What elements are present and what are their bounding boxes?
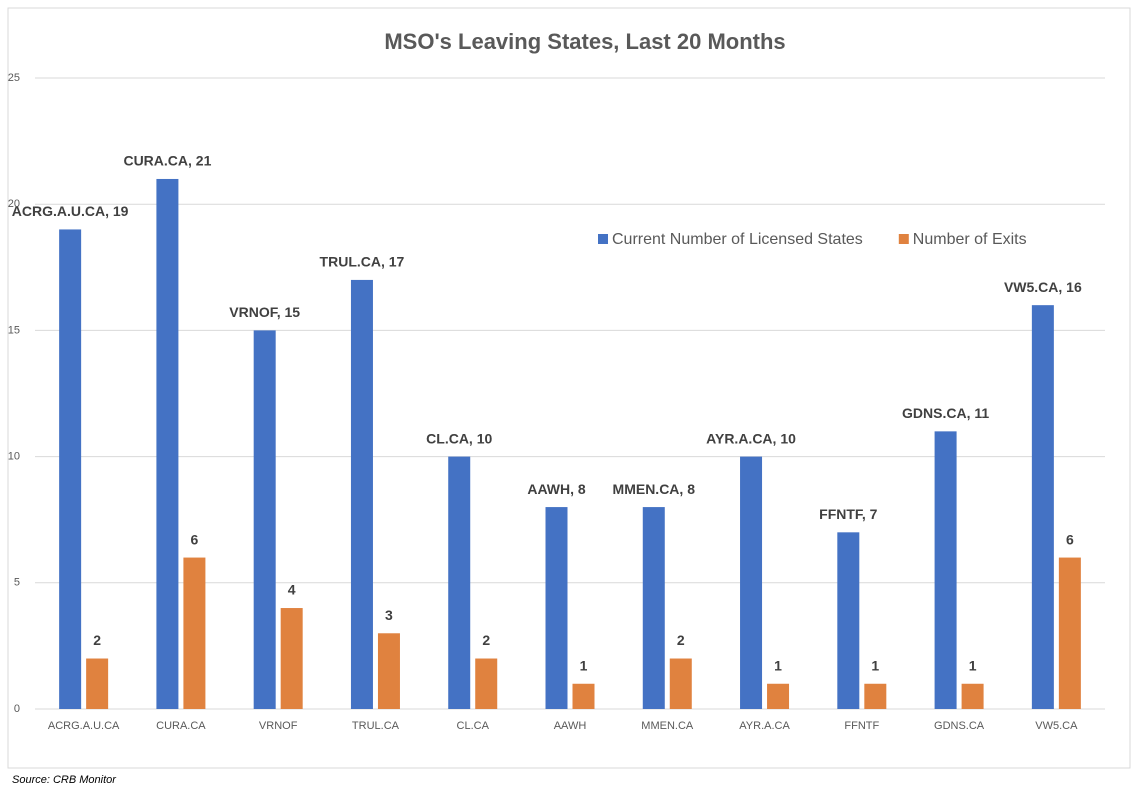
bar: [767, 683, 790, 709]
data-label: VW5.CA, 16: [1004, 279, 1082, 295]
data-label: CURA.CA, 21: [123, 153, 211, 169]
data-label: AAWH, 8: [527, 481, 586, 497]
bar: [448, 456, 471, 709]
bar: [475, 658, 498, 709]
data-label: VRNOF, 15: [229, 304, 300, 320]
y-tick-label: 25: [8, 72, 20, 84]
bar: [934, 431, 957, 709]
x-tick-label: TRUL.CA: [352, 720, 400, 732]
x-tick-label: VRNOF: [259, 720, 298, 732]
legend-swatch: [598, 234, 608, 244]
x-tick-label: ACRG.A.U.CA: [48, 720, 120, 732]
data-label: ACRG.A.U.CA, 19: [12, 203, 129, 219]
bar: [183, 557, 206, 709]
bar: [572, 683, 595, 709]
x-tick-label: AAWH: [554, 720, 587, 732]
bar: [1058, 557, 1081, 709]
bar: [864, 683, 887, 709]
legend-label: Number of Exits: [913, 231, 1027, 248]
bar: [837, 532, 860, 709]
bar: [1031, 305, 1054, 709]
bar: [545, 507, 568, 709]
data-label: 1: [774, 657, 782, 673]
bar: [740, 456, 763, 709]
bar: [280, 608, 303, 709]
y-tick-label: 15: [8, 324, 20, 336]
data-label: 3: [385, 607, 393, 623]
data-label: 4: [288, 582, 296, 598]
x-tick-label: CL.CA: [457, 720, 490, 732]
data-label: 1: [580, 657, 588, 673]
data-label: GDNS.CA, 11: [902, 405, 989, 421]
data-label: 2: [93, 632, 101, 648]
data-label: 2: [482, 632, 490, 648]
bar: [669, 658, 692, 709]
x-tick-label: FFNTF: [844, 720, 879, 732]
x-tick-label: MMEN.CA: [641, 720, 694, 732]
bar: [961, 683, 984, 709]
bar: [377, 633, 400, 709]
x-tick-label: VW5.CA: [1035, 720, 1078, 732]
data-label: 6: [191, 531, 199, 547]
source-note: Source: CRB Monitor: [12, 774, 117, 786]
y-tick-label: 10: [8, 451, 20, 463]
x-tick-label: AYR.A.CA: [739, 720, 790, 732]
data-label: AYR.A.CA, 10: [706, 430, 796, 446]
legend-label: Current Number of Licensed States: [612, 231, 863, 248]
chart-title: MSO's Leaving States, Last 20 Months: [384, 29, 785, 54]
data-label: 1: [969, 657, 977, 673]
bar: [253, 330, 276, 709]
data-label: MMEN.CA, 8: [613, 481, 696, 497]
y-tick-label: 20: [8, 198, 20, 210]
bar: [86, 658, 109, 709]
data-label: 2: [677, 632, 685, 648]
data-label: TRUL.CA, 17: [320, 254, 405, 270]
legend-swatch: [898, 234, 909, 244]
data-label: 6: [1066, 531, 1074, 547]
bar: [59, 229, 82, 709]
y-tick-label: 0: [14, 703, 20, 715]
data-label: FFNTF, 7: [819, 506, 878, 522]
y-tick-label: 5: [14, 577, 20, 589]
bar: [642, 507, 665, 709]
x-tick-label: CURA.CA: [156, 720, 206, 732]
bar: [350, 279, 373, 709]
data-label: CL.CA, 10: [426, 430, 492, 446]
x-tick-label: GDNS.CA: [934, 720, 985, 732]
bar: [156, 178, 179, 709]
data-label: 1: [871, 657, 879, 673]
